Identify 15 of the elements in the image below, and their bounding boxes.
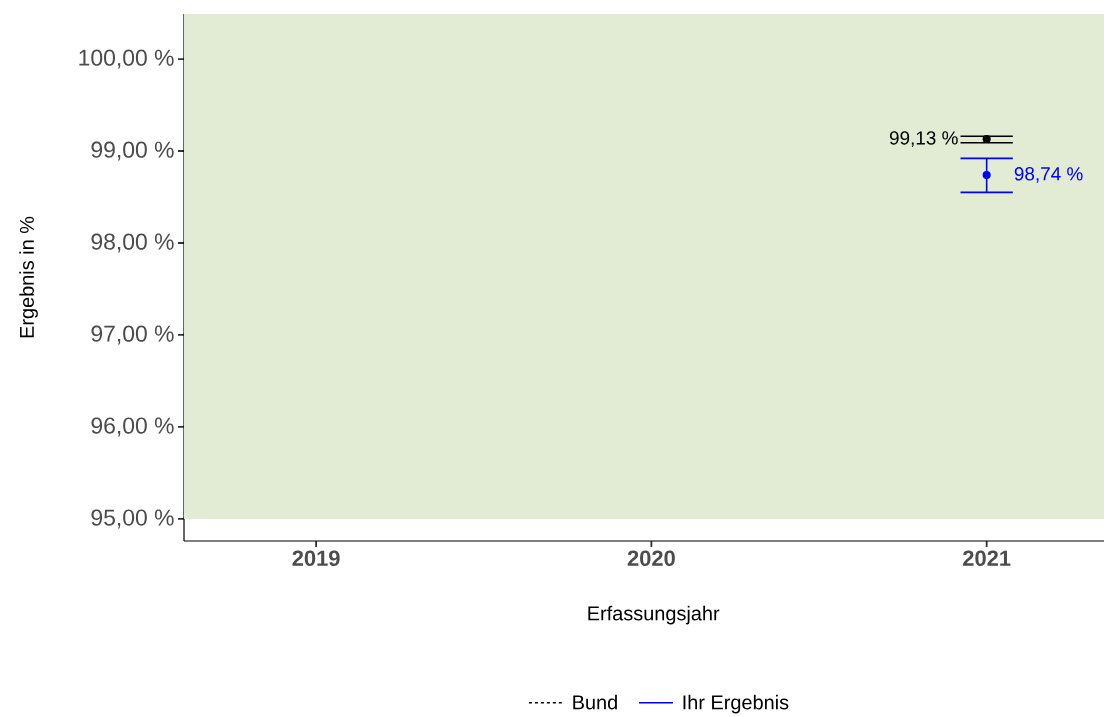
y-tick-label: 97,00 % [91, 325, 174, 345]
x-tick-label: 2021 [963, 550, 1011, 567]
y-axis-title: Ergebnis in % [19, 216, 38, 338]
legend-label: Bund [573, 694, 617, 710]
x-tick-label: 2019 [292, 550, 340, 567]
y-tick-label: 98,00 % [91, 233, 174, 253]
y-tick-label: 100,00 % [79, 49, 174, 69]
x-axis-title: Erfassungsjahr [588, 605, 720, 625]
data-label: 98,74 % [1014, 167, 1083, 183]
y-tick-label: 99,00 % [91, 141, 174, 161]
data-label: 99,13 % [889, 131, 958, 147]
y-tick-label: 96,00 % [91, 417, 174, 437]
y-tick-label: 95,00 % [91, 509, 174, 529]
x-tick-label: 2020 [627, 550, 675, 567]
legend-label: Ihr Ergebnis [683, 694, 789, 714]
